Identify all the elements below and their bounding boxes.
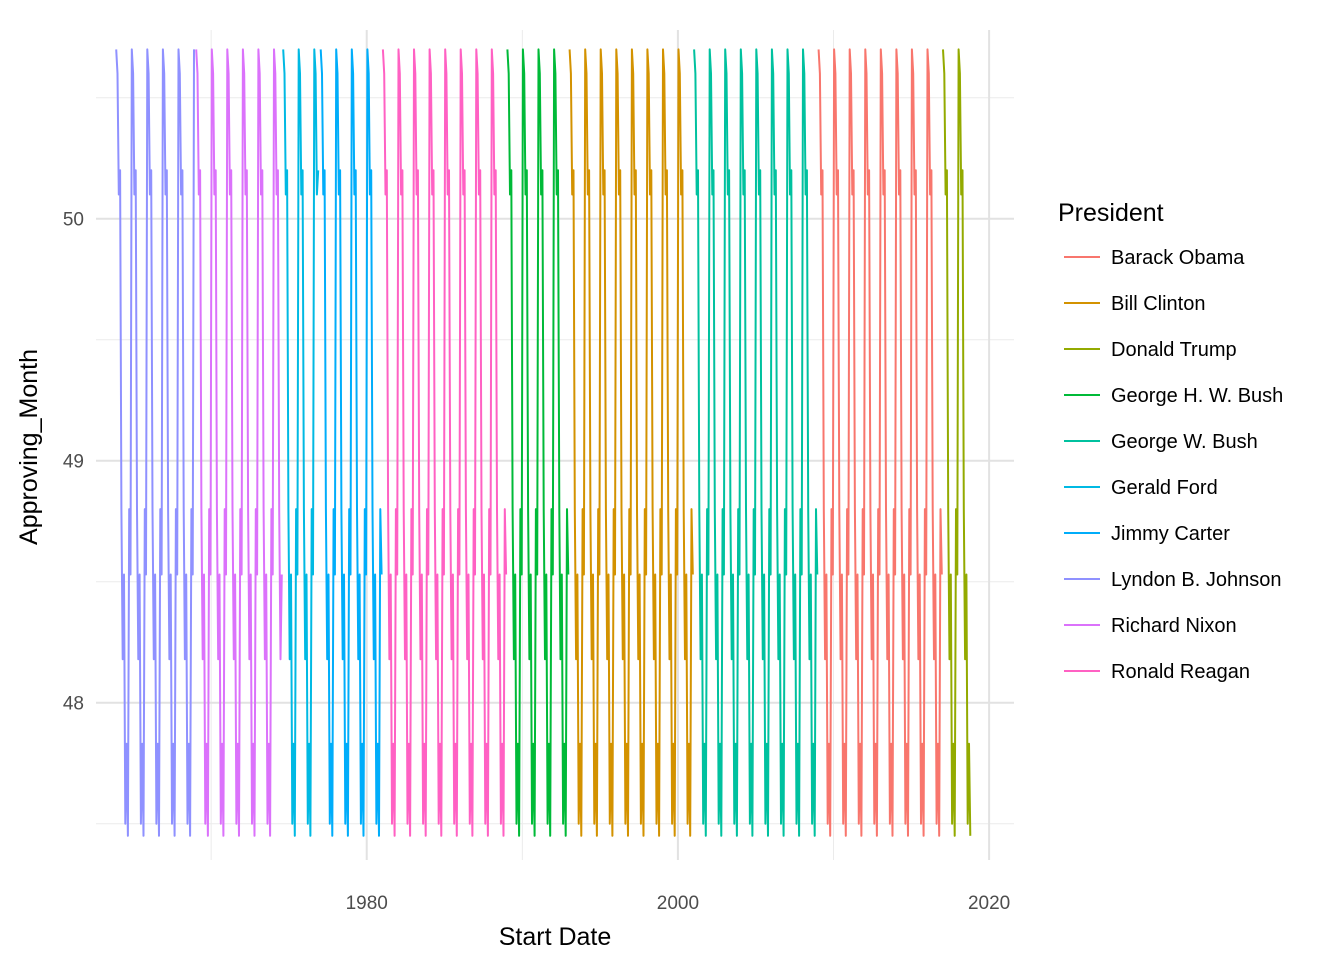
series-line (693, 48, 819, 837)
series-line (381, 48, 508, 837)
x-tick-label: 1980 (346, 893, 388, 914)
legend-label: Ronald Reagan (1111, 661, 1250, 683)
legend-label: Lyndon B. Johnson (1111, 569, 1282, 591)
legend-label: George H. W. Bush (1111, 385, 1283, 407)
y-axis-tick-labels: 48 49 50 (63, 210, 84, 715)
y-axis-title: Approving_Month (15, 349, 43, 545)
series-line (319, 48, 383, 837)
series-line (115, 48, 195, 837)
series-line (817, 48, 943, 837)
y-tick-label: 48 (63, 694, 84, 715)
legend-label: Richard Nixon (1111, 615, 1237, 637)
x-axis-title: Start Date (499, 923, 612, 951)
series-lines (115, 48, 972, 837)
legend-label: George W. Bush (1111, 431, 1258, 453)
legend-label: Bill Clinton (1111, 293, 1205, 315)
x-axis-tick-labels: 1980 2000 2020 (346, 893, 1011, 914)
legend-label: Barack Obama (1111, 247, 1245, 269)
legend: President Barack Obama Bill Clinton Donald… (1058, 199, 1283, 683)
legend-title: President (1058, 199, 1164, 227)
series-line (942, 48, 972, 837)
legend-label: Gerald Ford (1111, 477, 1218, 499)
y-tick-label: 49 (63, 452, 84, 473)
x-tick-label: 2020 (968, 893, 1010, 914)
legend-label: Donald Trump (1111, 339, 1237, 361)
x-tick-label: 2000 (657, 893, 699, 914)
y-tick-label: 50 (63, 210, 84, 231)
series-line (568, 48, 694, 837)
series-line (506, 48, 570, 837)
series-line (282, 48, 320, 837)
series-line (195, 48, 283, 837)
legend-label: Jimmy Carter (1111, 523, 1230, 545)
legend-items: Barack Obama Bill Clinton Donald Trump Geor… (1064, 247, 1283, 683)
